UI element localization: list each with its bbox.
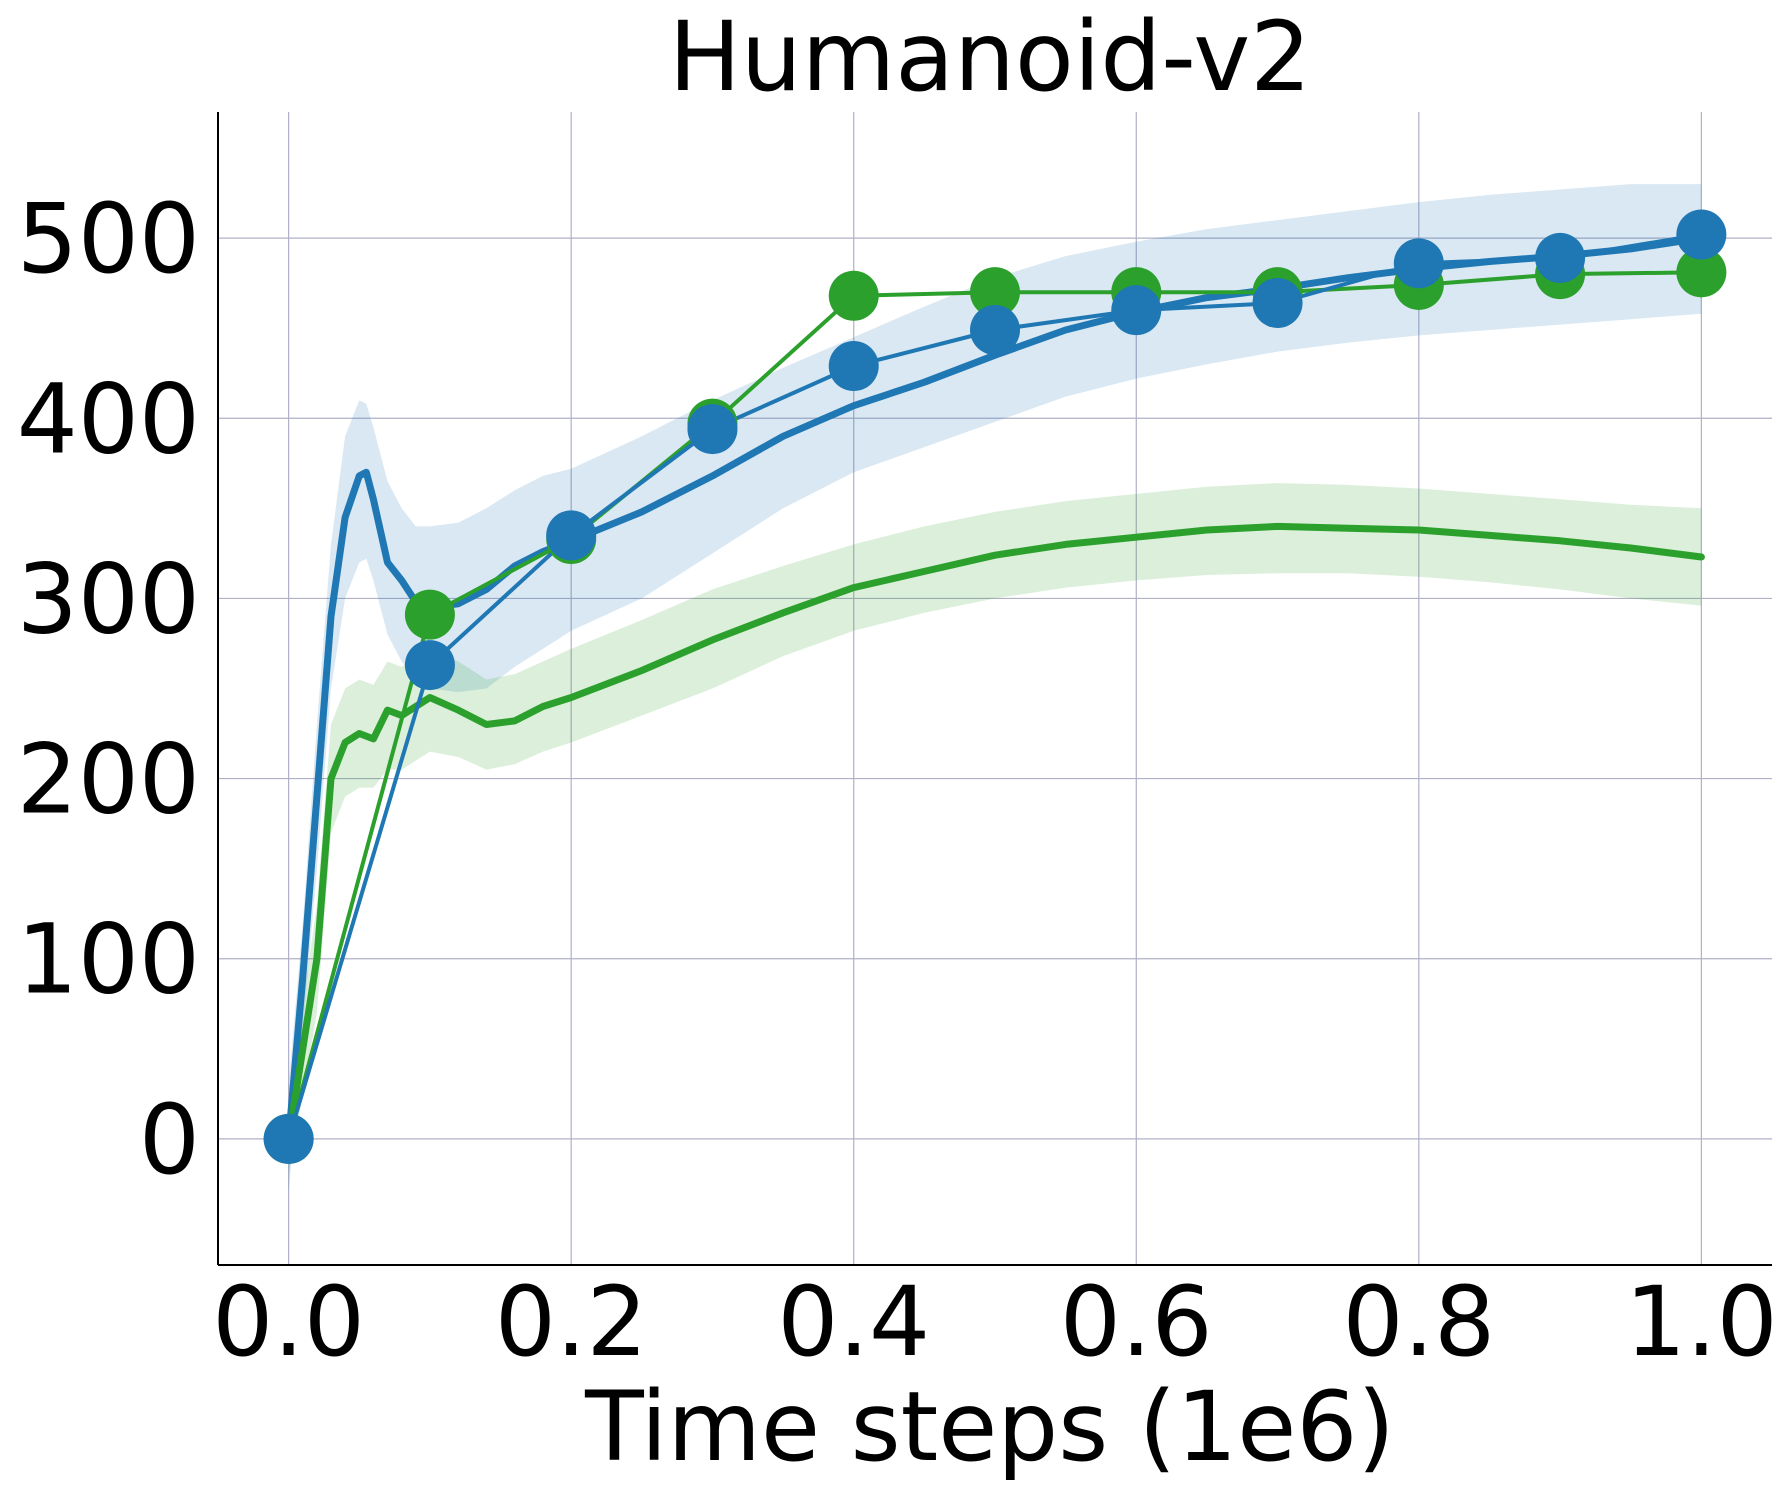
series-3-point-5 — [970, 304, 1020, 355]
confidence-bands — [288, 184, 1702, 1193]
tick-labels: 0.0 0.2 0.4 0.6 0.8 1.0 0 100 200 300 400 500 — [17, 183, 1778, 1378]
series-3-point-10 — [1676, 209, 1727, 260]
series-3-point-6 — [1111, 285, 1162, 336]
chart-title: Humanoid-v2 — [669, 1, 1312, 113]
y-tick-label: 100 — [17, 904, 200, 1016]
x-tick-label: 0.2 — [495, 1266, 648, 1378]
series-2-point-5 — [970, 267, 1020, 318]
series-3-point-9 — [1535, 232, 1586, 283]
series-3-point-8 — [1393, 238, 1444, 289]
y-tick-label: 400 — [17, 363, 200, 475]
series-3-point-0 — [263, 1113, 314, 1164]
x-tick-label: 0.4 — [777, 1266, 930, 1378]
x-tick-label: 0.0 — [212, 1266, 365, 1378]
series-2-point-10 — [1676, 247, 1727, 298]
series-3-point-7 — [1252, 277, 1303, 328]
series-curve-1 — [285, 522, 1705, 1143]
confidence-band-1 — [288, 483, 1702, 1175]
series-3-point-4 — [828, 341, 879, 392]
confidence-band-0 — [288, 184, 1702, 1193]
x-tick-label: 0.6 — [1060, 1266, 1213, 1378]
series-2-point-1 — [404, 589, 455, 640]
y-tick-label: 200 — [17, 724, 200, 836]
x-tick-label: 1.0 — [1625, 1266, 1778, 1378]
series-2-point-4 — [828, 270, 879, 321]
x-axis-label: Time steps (1e6) — [584, 1371, 1395, 1483]
axis-spines — [217, 112, 1772, 1266]
series-3-point-3 — [687, 404, 738, 455]
y-tick-label: 300 — [17, 543, 200, 655]
series-markers — [263, 209, 1727, 1164]
series-3-point-1 — [404, 640, 455, 691]
x-tick-label: 0.8 — [1342, 1266, 1495, 1378]
series-3-point-2 — [546, 510, 597, 561]
y-tick-label: 500 — [17, 183, 200, 295]
y-tick-label: 0 — [139, 1084, 200, 1196]
